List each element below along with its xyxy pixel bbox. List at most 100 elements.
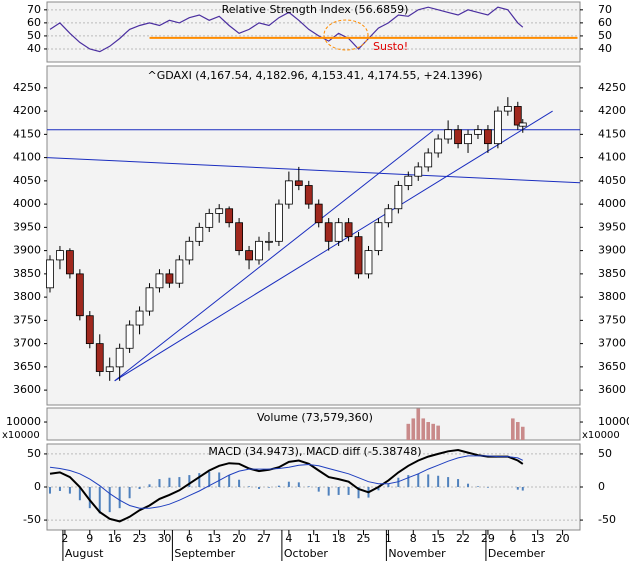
histogram-bar — [317, 487, 320, 492]
y-tick-label: 3650 — [13, 360, 41, 373]
candle-body — [115, 347, 124, 368]
candle-body — [195, 226, 204, 242]
histogram-bar — [397, 477, 400, 487]
candle-body — [245, 250, 253, 261]
histogram-bar — [417, 473, 420, 487]
candle-body — [404, 175, 413, 186]
candle-body — [493, 110, 502, 145]
histogram-bar — [228, 475, 231, 487]
candle-body — [56, 250, 64, 261]
histogram-bar — [148, 484, 151, 487]
candle-body — [46, 259, 54, 289]
macd-line — [49, 448, 524, 523]
x-tick-label: 6 — [509, 532, 516, 545]
candle-body — [185, 240, 194, 261]
histogram-bar — [238, 479, 241, 487]
y-tick-label: 4100 — [13, 151, 41, 164]
y-tick-label: 4050 — [598, 174, 626, 187]
candle-body — [294, 180, 303, 186]
histogram-bar — [337, 487, 340, 495]
candle-body — [85, 315, 94, 345]
candle-body — [275, 203, 283, 242]
volume-bar — [515, 422, 520, 440]
histogram-bar — [108, 487, 111, 513]
y-tick-label: 40 — [27, 42, 41, 55]
annotation: Susto! — [373, 40, 408, 53]
histogram-bar — [98, 487, 101, 514]
candle-body — [394, 185, 403, 210]
y-tick-label: 50 — [598, 29, 612, 42]
volume-bar — [431, 423, 435, 440]
candle-body — [95, 343, 104, 372]
volume-bar — [411, 418, 416, 440]
histogram-bar — [68, 487, 71, 494]
y-tick-label: 60 — [598, 16, 612, 29]
y-tick-label: 50 — [27, 29, 41, 42]
y-tick-label: 70 — [598, 3, 612, 16]
x-tick-label: 13 — [531, 532, 545, 545]
y-tick-label: 60 — [27, 16, 41, 29]
month-label: October — [284, 547, 328, 560]
x-tick-label: 4 — [285, 532, 292, 545]
candle-body — [384, 208, 393, 224]
y-tick-label: -50 — [23, 513, 41, 526]
y-tick-label: 0 — [34, 480, 41, 493]
month-label: November — [388, 547, 446, 560]
histogram-bar — [427, 474, 430, 487]
histogram-bar — [277, 485, 280, 487]
x-tick-label: 2 — [61, 532, 68, 545]
month-label: September — [174, 547, 235, 560]
unit-label: x10000 — [2, 430, 40, 441]
candle-body — [374, 222, 383, 252]
candle-body — [364, 250, 373, 275]
y-tick-label: 3950 — [13, 220, 41, 233]
y-tick-label: 50 — [27, 447, 41, 460]
candle-body — [334, 222, 343, 242]
candle-body — [354, 236, 363, 275]
histogram-bar — [516, 487, 519, 490]
histogram-bar — [297, 482, 300, 487]
volume-bar — [520, 426, 525, 440]
volume-bar — [416, 408, 421, 440]
x-tick-label: 8 — [410, 532, 417, 545]
panel-title: Relative Strength Index (56.6859) — [222, 3, 409, 16]
y-tick-label: 4150 — [598, 127, 626, 140]
candle-body — [105, 366, 114, 372]
candle-body — [503, 106, 512, 112]
highlight-ellipse — [323, 19, 369, 51]
x-tick-label: 27 — [257, 532, 271, 545]
histogram-bar — [267, 487, 270, 488]
trend-line — [114, 130, 434, 382]
y-tick-label: 4000 — [13, 197, 41, 210]
histogram-bar — [287, 481, 290, 487]
candle-body — [75, 273, 84, 317]
volume-bar — [421, 418, 426, 440]
y-tick-label: 3950 — [598, 220, 626, 233]
x-tick-label: 20 — [232, 532, 246, 545]
histogram-bar — [327, 487, 330, 496]
x-tick-label: 16 — [108, 532, 122, 545]
y-tick-label: 3850 — [598, 267, 626, 280]
histogram-bar — [476, 486, 479, 487]
y-tick-label: 4200 — [598, 104, 626, 117]
candle-body — [135, 310, 144, 326]
volume-bar — [511, 418, 515, 440]
y-tick-label: 50 — [598, 447, 612, 460]
histogram-bar — [486, 487, 489, 488]
candle-body — [314, 203, 323, 224]
histogram-bar — [58, 487, 61, 491]
y-tick-label: 4200 — [13, 104, 41, 117]
y-tick-label: -50 — [598, 513, 616, 526]
panel-title: Volume (73,579,360) — [257, 411, 373, 424]
y-tick-label: 3650 — [598, 360, 626, 373]
candle-body — [513, 106, 522, 126]
histogram-bar — [407, 475, 410, 487]
y-tick-label: 3750 — [13, 313, 41, 326]
candle-body — [175, 259, 184, 284]
x-tick-label: 1 — [385, 532, 392, 545]
candle-body — [145, 287, 154, 312]
histogram-bar — [248, 486, 251, 487]
y-tick-label: 4100 — [598, 151, 626, 164]
